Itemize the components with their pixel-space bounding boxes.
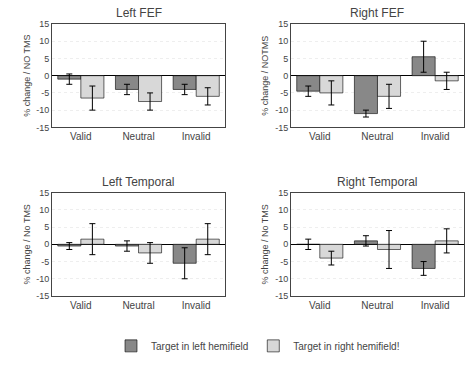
svg-text:-10: -10 bbox=[275, 105, 288, 115]
svg-text:Invalid: Invalid bbox=[421, 300, 450, 311]
svg-text:Valid: Valid bbox=[309, 131, 331, 142]
svg-text:Invalid: Invalid bbox=[421, 131, 450, 142]
svg-text:Right FEF: Right FEF bbox=[350, 6, 404, 20]
svg-text:Valid: Valid bbox=[70, 300, 92, 311]
svg-text:0: 0 bbox=[44, 71, 49, 81]
svg-text:-5: -5 bbox=[280, 88, 288, 98]
svg-text:Right Temporal: Right Temporal bbox=[337, 175, 417, 189]
svg-text:-15: -15 bbox=[275, 123, 288, 133]
svg-text:-10: -10 bbox=[36, 105, 49, 115]
svg-text:5: 5 bbox=[283, 222, 288, 232]
svg-text:-15: -15 bbox=[36, 123, 49, 133]
svg-text:Invalid: Invalid bbox=[182, 131, 211, 142]
svg-text:Left FEF: Left FEF bbox=[116, 6, 162, 20]
svg-text:% change / NO TMS: % change / NO TMS bbox=[22, 34, 32, 116]
svg-text:Target in left hemifield: Target in left hemifield bbox=[151, 341, 248, 352]
svg-text:15: 15 bbox=[278, 188, 288, 198]
svg-text:% change / No TMS: % change / No TMS bbox=[260, 204, 270, 284]
svg-text:Neutral: Neutral bbox=[361, 131, 393, 142]
svg-text:15: 15 bbox=[39, 188, 49, 198]
svg-text:Target in right hemifield!: Target in right hemifield! bbox=[293, 341, 399, 352]
svg-text:Valid: Valid bbox=[70, 131, 92, 142]
svg-text:10: 10 bbox=[39, 205, 49, 215]
svg-text:5: 5 bbox=[44, 54, 49, 64]
svg-text:-5: -5 bbox=[41, 257, 49, 267]
svg-text:5: 5 bbox=[44, 222, 49, 232]
svg-text:-10: -10 bbox=[36, 274, 49, 284]
svg-text:Left Temporal: Left Temporal bbox=[102, 175, 175, 189]
svg-text:% change / No TMS: % change / No TMS bbox=[22, 204, 32, 284]
svg-text:0: 0 bbox=[283, 71, 288, 81]
svg-text:0: 0 bbox=[283, 239, 288, 249]
svg-text:Valid: Valid bbox=[309, 300, 331, 311]
svg-text:-5: -5 bbox=[280, 257, 288, 267]
svg-text:10: 10 bbox=[278, 205, 288, 215]
svg-text:-5: -5 bbox=[41, 88, 49, 98]
svg-text:0: 0 bbox=[44, 239, 49, 249]
svg-text:-10: -10 bbox=[275, 274, 288, 284]
svg-text:15: 15 bbox=[39, 19, 49, 29]
svg-text:-15: -15 bbox=[36, 291, 49, 301]
svg-text:Neutral: Neutral bbox=[122, 131, 154, 142]
svg-text:-15: -15 bbox=[275, 291, 288, 301]
svg-text:10: 10 bbox=[278, 36, 288, 46]
svg-text:Neutral: Neutral bbox=[361, 300, 393, 311]
svg-text:10: 10 bbox=[39, 36, 49, 46]
svg-text:% change / NOTMS: % change / NOTMS bbox=[260, 36, 270, 116]
svg-text:15: 15 bbox=[278, 19, 288, 29]
svg-text:5: 5 bbox=[283, 54, 288, 64]
svg-text:Neutral: Neutral bbox=[122, 300, 154, 311]
svg-text:Invalid: Invalid bbox=[182, 300, 211, 311]
